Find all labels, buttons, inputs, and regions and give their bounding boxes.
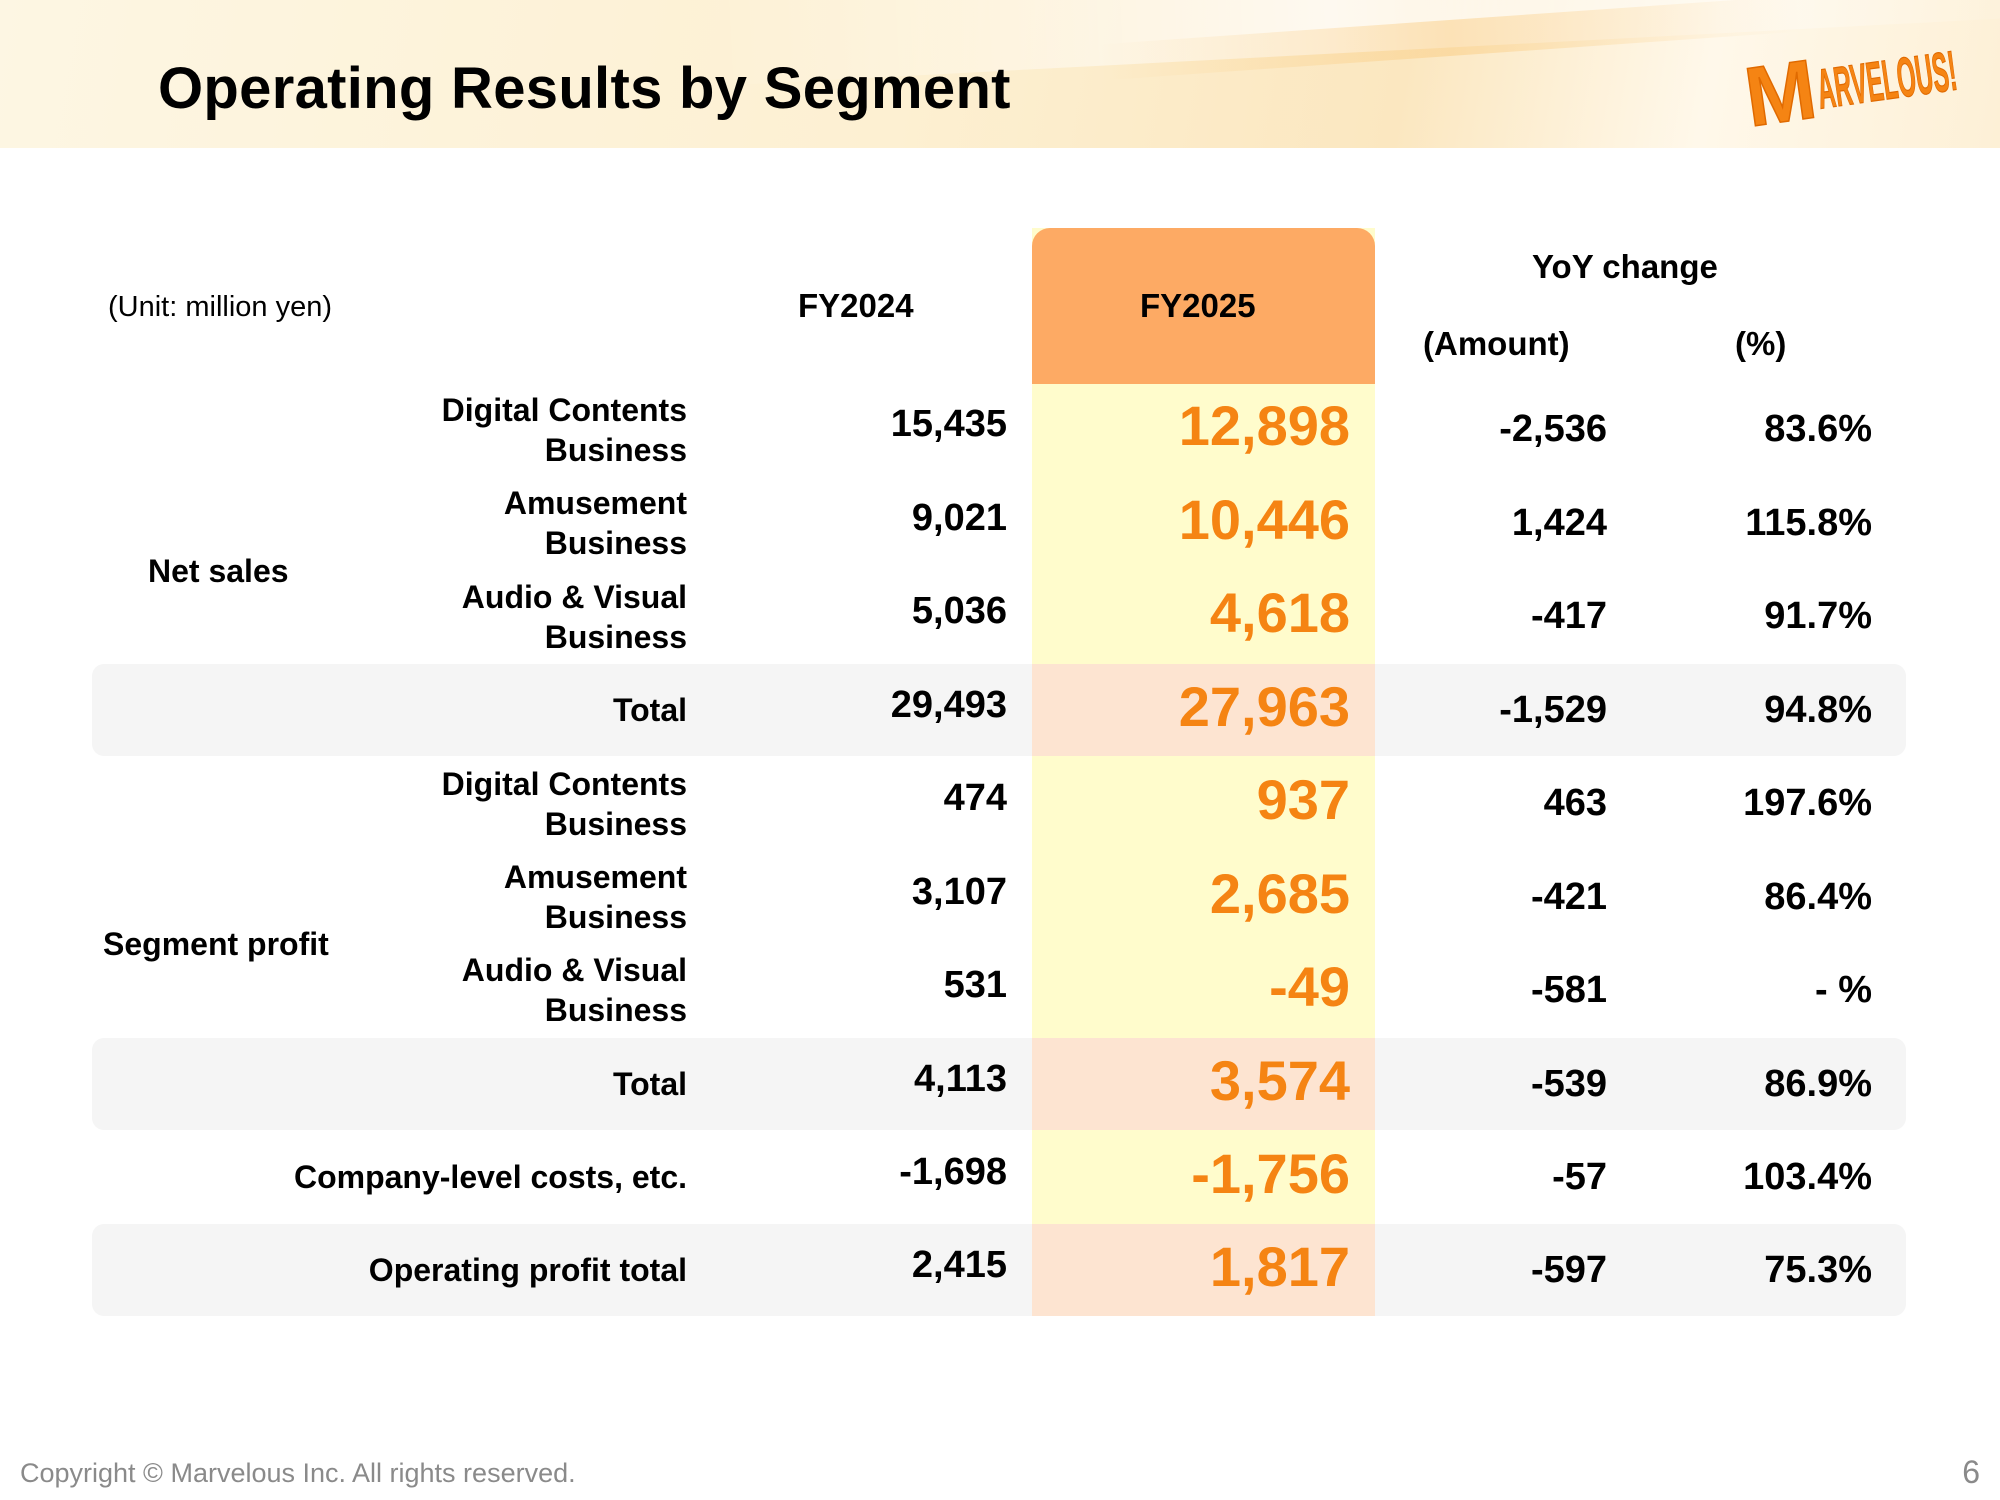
marvelous-logo: M ARVELOUS! [1736, 22, 1966, 145]
cell-amount: -2,536 [1499, 408, 1607, 450]
operating-profit-total-fy2025-band [1032, 1224, 1375, 1316]
cell-fy2025: 1,817 [1209, 1235, 1350, 1298]
cell-percent: 197.6% [1743, 782, 1872, 824]
segment-profit-total-fy2025-band [1032, 1038, 1375, 1130]
cell-fy2024: 474 [943, 777, 1007, 819]
cell-percent: 91.7% [1764, 595, 1872, 637]
row-label: Operating profit total [368, 1252, 687, 1288]
cell-fy2024: 4,113 [914, 1058, 1007, 1100]
cell-percent: 86.9% [1764, 1063, 1872, 1105]
cell-fy2025: 3,574 [1209, 1049, 1350, 1112]
cell-fy2024: 5,036 [911, 590, 1007, 632]
cell-amount: -1,529 [1499, 689, 1607, 731]
cell-percent: 115.8% [1745, 502, 1872, 544]
cell-fy2024: 2,415 [911, 1244, 1007, 1286]
net-sales-total-fy2025-band [1032, 664, 1375, 756]
row-label: Amusement Business [503, 859, 687, 935]
cell-amount: 1,424 [1511, 502, 1607, 544]
header-banner [0, 0, 2000, 148]
logo-graphic: M ARVELOUS! [1739, 38, 1961, 145]
cell-percent: 94.8% [1764, 689, 1872, 731]
cell-fy2024: 531 [943, 964, 1007, 1006]
cell-fy2025: 27,963 [1178, 675, 1350, 738]
cell-amount: -57 [1552, 1156, 1607, 1198]
fy2024-header: FY2024 [798, 287, 914, 324]
cell-fy2025: -49 [1269, 955, 1350, 1018]
svg-text:M: M [1739, 42, 1821, 132]
segment-profit-total-band [92, 1038, 1906, 1130]
fy2025-column-highlight [1032, 228, 1375, 1315]
cell-fy2024: -1,698 [899, 1151, 1007, 1193]
cell-amount: -421 [1530, 876, 1607, 918]
row-label: Total [612, 692, 687, 728]
cell-percent: 86.4% [1764, 876, 1872, 918]
percent-header: (%) [1735, 325, 1787, 362]
net-sales-group-label: Net sales [148, 553, 289, 589]
copyright-footer: Copyright © Marvelous Inc. All rights re… [20, 1458, 576, 1488]
cell-percent: 103.4% [1743, 1156, 1872, 1198]
cell-amount: 463 [1543, 782, 1607, 824]
cell-fy2025: 4,618 [1209, 581, 1350, 644]
cell-amount: -581 [1530, 969, 1607, 1011]
amount-header: (Amount) [1423, 325, 1570, 362]
fy2025-header-cell [1032, 228, 1375, 384]
unit-label: (Unit: million yen) [108, 291, 332, 323]
cell-fy2024: 29,493 [890, 684, 1007, 726]
cell-fy2025: 2,685 [1209, 862, 1350, 925]
cell-fy2025: 10,446 [1178, 488, 1350, 551]
cell-fy2024: 15,435 [890, 403, 1007, 445]
cell-fy2025: -1,756 [1191, 1142, 1350, 1205]
operating-profit-total-band [92, 1224, 1906, 1316]
row-label: Digital Contents Business [441, 392, 687, 468]
cell-percent: 83.6% [1764, 408, 1872, 450]
cell-percent: - % [1815, 969, 1872, 1011]
row-label: Total [612, 1066, 687, 1102]
row-label: Company-level costs, etc. [293, 1159, 687, 1195]
page-number: 6 [1962, 1454, 1980, 1490]
cell-fy2024: 9,021 [911, 497, 1007, 539]
row-label: Digital Contents Business [441, 766, 687, 842]
fy2025-header: FY2025 [1140, 287, 1256, 324]
row-label: Audio & Visual Business [461, 952, 687, 1028]
cell-amount: -597 [1530, 1249, 1607, 1291]
cell-fy2024: 3,107 [911, 871, 1007, 913]
cell-percent: 75.3% [1764, 1249, 1872, 1291]
page-title: Operating Results by Segment [158, 56, 1011, 121]
yoy-change-header: YoY change [1532, 248, 1718, 285]
cell-fy2025: 12,898 [1178, 394, 1350, 457]
cell-amount: -417 [1530, 595, 1607, 637]
cell-amount: -539 [1530, 1063, 1607, 1105]
segment-profit-group-label: Segment profit [103, 926, 329, 962]
row-label: Amusement Business [503, 485, 687, 561]
svg-text:ARVELOUS!: ARVELOUS! [1813, 39, 1960, 121]
net-sales-total-band [92, 664, 1906, 756]
row-label: Audio & Visual Business [461, 579, 687, 655]
cell-fy2025: 937 [1256, 768, 1350, 831]
